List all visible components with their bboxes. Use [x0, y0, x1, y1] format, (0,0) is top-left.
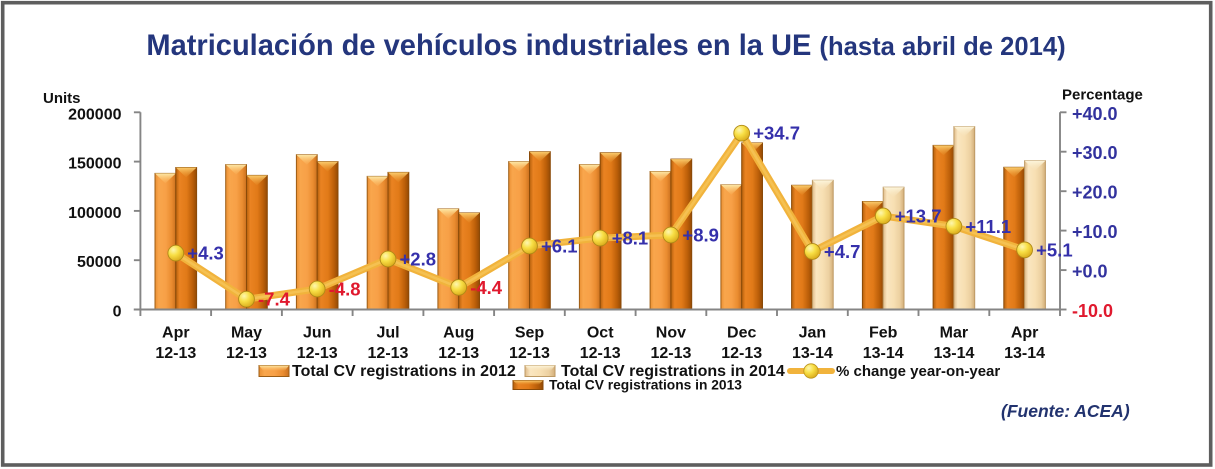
- svg-text:+8.9: +8.9: [682, 225, 719, 246]
- svg-text:+4.3: +4.3: [187, 243, 224, 264]
- svg-text:100000: 100000: [68, 205, 121, 222]
- svg-text:Mar: Mar: [940, 325, 968, 342]
- svg-text:-4.8: -4.8: [329, 279, 361, 300]
- svg-text:Jul: Jul: [376, 325, 399, 342]
- svg-text:12-13: 12-13: [438, 345, 479, 362]
- svg-text:Matriculación de vehículos ind: Matriculación de vehículos industriales …: [146, 30, 1065, 62]
- svg-text:+40.0: +40.0: [1072, 104, 1118, 124]
- svg-text:Percentage: Percentage: [1062, 87, 1143, 104]
- svg-text:+0.0: +0.0: [1072, 262, 1108, 282]
- svg-text:+5.1: +5.1: [1036, 239, 1073, 260]
- svg-text:Total CV registrations in 2012: Total CV registrations in 2012: [292, 363, 516, 380]
- svg-text:Apr: Apr: [1011, 325, 1039, 342]
- svg-text:+11.1: +11.1: [965, 216, 1011, 237]
- svg-text:+34.7: +34.7: [753, 123, 800, 144]
- svg-text:+6.1: +6.1: [541, 236, 578, 257]
- svg-text:+2.8: +2.8: [400, 249, 437, 270]
- svg-text:13-14: 13-14: [933, 345, 974, 362]
- svg-text:Units: Units: [43, 90, 81, 107]
- svg-text:13-14: 13-14: [1004, 345, 1045, 362]
- svg-text:13-14: 13-14: [863, 345, 904, 362]
- svg-text:12-13: 12-13: [509, 345, 550, 362]
- svg-text:0: 0: [113, 304, 122, 321]
- svg-text:Total CV registrations in 2014: Total CV registrations in 2014: [561, 363, 785, 380]
- svg-text:12-13: 12-13: [650, 345, 691, 362]
- svg-text:13-14: 13-14: [792, 345, 833, 362]
- svg-text:50000: 50000: [77, 254, 122, 271]
- svg-text:12-13: 12-13: [226, 345, 267, 362]
- svg-text:Jan: Jan: [799, 325, 827, 342]
- svg-text:-4.4: -4.4: [470, 277, 503, 298]
- svg-text:Nov: Nov: [656, 325, 686, 342]
- svg-text:12-13: 12-13: [297, 345, 338, 362]
- svg-text:-7.4: -7.4: [258, 289, 291, 310]
- svg-text:Total CV registrations in 2013: Total CV registrations in 2013: [549, 378, 742, 393]
- svg-text:200000: 200000: [68, 106, 121, 123]
- svg-text:Sep: Sep: [515, 325, 545, 342]
- svg-text:+8.1: +8.1: [612, 228, 649, 249]
- svg-text:+30.0: +30.0: [1072, 143, 1118, 163]
- svg-text:Apr: Apr: [162, 325, 190, 342]
- svg-text:+13.7: +13.7: [895, 206, 942, 227]
- svg-text:12-13: 12-13: [368, 345, 409, 362]
- svg-text:(Fuente: ACEA): (Fuente: ACEA): [1001, 401, 1130, 421]
- svg-text:Dec: Dec: [727, 325, 756, 342]
- svg-text:+4.7: +4.7: [824, 241, 861, 262]
- svg-text:Jun: Jun: [303, 325, 331, 342]
- svg-text:+10.0: +10.0: [1072, 222, 1118, 242]
- svg-text:12-13: 12-13: [580, 345, 621, 362]
- svg-text:% change year-on-year: % change year-on-year: [836, 363, 1000, 380]
- svg-text:12-13: 12-13: [155, 345, 196, 362]
- svg-text:+20.0: +20.0: [1072, 183, 1118, 203]
- svg-text:150000: 150000: [68, 156, 121, 173]
- svg-text:Aug: Aug: [443, 325, 474, 342]
- svg-text:-10.0: -10.0: [1072, 301, 1113, 321]
- svg-text:May: May: [231, 325, 262, 342]
- svg-text:12-13: 12-13: [721, 345, 762, 362]
- svg-text:Feb: Feb: [869, 325, 898, 342]
- svg-text:Oct: Oct: [587, 325, 614, 342]
